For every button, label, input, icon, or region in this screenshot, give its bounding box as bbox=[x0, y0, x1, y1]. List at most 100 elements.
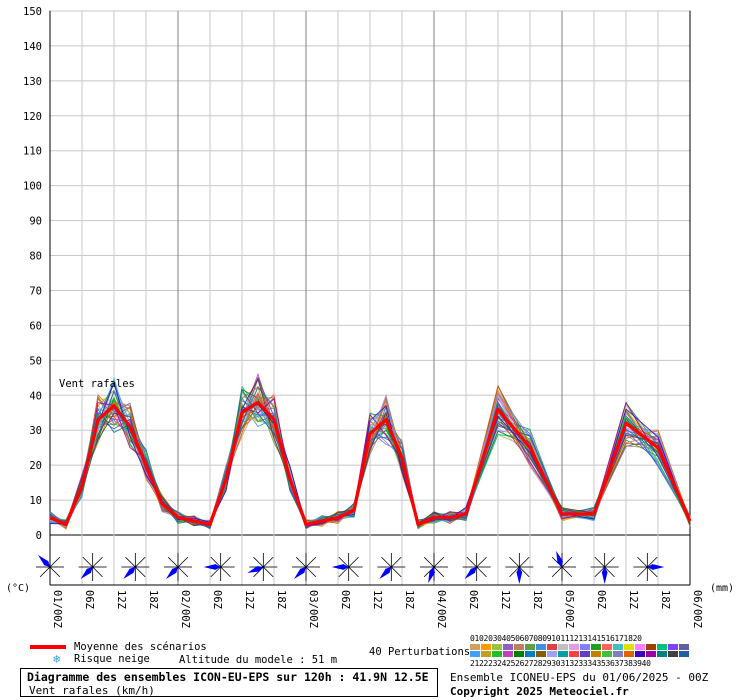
mean-series-line bbox=[49, 400, 692, 527]
member-swatch bbox=[558, 644, 568, 650]
wind-rose bbox=[331, 553, 363, 581]
y-tick-label: 20 bbox=[29, 460, 42, 472]
member-swatch bbox=[580, 644, 590, 650]
member-swatch bbox=[536, 651, 546, 657]
chart-subtitle: Vent rafales (km/h) bbox=[29, 684, 155, 697]
x-tick-label: 12Z bbox=[243, 590, 255, 609]
wind-rose bbox=[462, 553, 491, 581]
y-tick-label: 10 bbox=[29, 495, 42, 507]
wind-flag bbox=[428, 567, 435, 583]
member-swatch bbox=[646, 644, 656, 650]
wind-rose bbox=[505, 553, 534, 584]
member-swatch bbox=[613, 644, 623, 650]
y-tick-label: 0 bbox=[36, 530, 42, 542]
member-swatch bbox=[481, 651, 491, 657]
member-swatch bbox=[525, 644, 535, 650]
chart-grid bbox=[49, 10, 691, 586]
member-swatch bbox=[547, 644, 557, 650]
member-swatch bbox=[514, 651, 524, 657]
y-tick-label: 100 bbox=[23, 181, 42, 193]
member-swatch bbox=[536, 644, 546, 650]
copyright: Copyright 2025 Meteociel.fr bbox=[450, 685, 629, 698]
x-tick-label: 12Z bbox=[627, 590, 639, 609]
y-tick-label: 110 bbox=[23, 146, 42, 158]
member-swatch bbox=[635, 651, 645, 657]
member-swatch bbox=[591, 644, 601, 650]
x-tick-label: 12Z bbox=[371, 590, 383, 609]
x-tick-label: 18Z bbox=[403, 590, 415, 609]
member-swatch bbox=[646, 651, 656, 657]
x-tick-label: 18Z bbox=[275, 590, 287, 609]
wind-rose bbox=[121, 553, 150, 581]
x-tick-label: 04/00Z bbox=[435, 590, 447, 628]
altitude-label: Altitude du modele : 51 m bbox=[179, 654, 338, 666]
run-info: Ensemble ICONEU-EPS du 01/06/2025 - 00Z bbox=[450, 671, 709, 684]
wind-flag bbox=[203, 564, 221, 570]
member-swatch bbox=[613, 651, 623, 657]
snow-legend-label: Risque neige bbox=[74, 653, 150, 665]
y-label-right: (mm) bbox=[710, 583, 734, 594]
chart-annotation: Vent rafales bbox=[59, 378, 135, 390]
member-swatch bbox=[503, 644, 513, 650]
x-tick-label: 18Z bbox=[659, 590, 671, 609]
wind-flag bbox=[80, 567, 93, 580]
member-numbers-bottom: 2122232425262728293031323334353637383940 bbox=[470, 659, 651, 668]
wind-rose bbox=[164, 553, 192, 581]
x-tick-label: 02/00Z bbox=[179, 590, 191, 628]
wind-rose bbox=[247, 553, 278, 581]
member-swatch bbox=[668, 651, 678, 657]
x-tick-label: 18Z bbox=[531, 590, 543, 609]
y-tick-label: 150 bbox=[23, 6, 42, 18]
member-swatch bbox=[503, 651, 513, 657]
x-tick-label: 06Z bbox=[467, 590, 479, 609]
y-tick-label: 40 bbox=[29, 390, 42, 402]
member-swatch bbox=[470, 651, 480, 657]
mean-series bbox=[49, 400, 692, 527]
y-tick-label: 130 bbox=[23, 76, 42, 88]
x-tick-label: 06Z bbox=[339, 590, 351, 609]
member-swatch bbox=[547, 651, 557, 657]
member-swatch bbox=[679, 644, 689, 650]
snowflake-icon: ❄ bbox=[53, 652, 61, 666]
member-swatch bbox=[514, 644, 524, 650]
member-color-swatches bbox=[470, 644, 689, 657]
member-swatch bbox=[624, 651, 634, 657]
y-tick-label: 90 bbox=[29, 216, 42, 228]
member-numbers-top: 01020304050607080910111213141516171820 bbox=[470, 634, 642, 643]
x-tick-label: 06Z bbox=[595, 590, 607, 609]
wind-rose bbox=[203, 553, 235, 581]
member-swatch bbox=[525, 651, 535, 657]
member-swatch bbox=[602, 644, 612, 650]
member-swatch bbox=[492, 644, 502, 650]
member-series-line bbox=[49, 392, 691, 528]
y-label-left: (°C) bbox=[6, 583, 30, 594]
member-swatch bbox=[602, 651, 612, 657]
member-swatch bbox=[492, 651, 502, 657]
x-tick-label: 18Z bbox=[147, 590, 159, 609]
x-tick-label: 12Z bbox=[499, 590, 511, 609]
x-tick-label: 06Z bbox=[211, 590, 223, 609]
x-tick-label: 01/00Z bbox=[51, 590, 63, 628]
wind-rose bbox=[420, 553, 448, 583]
member-swatch bbox=[657, 644, 667, 650]
mean-legend-swatch bbox=[30, 645, 66, 649]
y-tick-label: 140 bbox=[23, 41, 42, 53]
wind-rose bbox=[36, 553, 64, 581]
x-tick-label: 03/00Z bbox=[307, 590, 319, 628]
member-swatch bbox=[635, 644, 645, 650]
y-tick-label: 50 bbox=[29, 355, 42, 367]
member-swatch bbox=[569, 651, 579, 657]
wind-flag bbox=[293, 567, 306, 580]
wind-rose bbox=[377, 553, 406, 581]
wind-rose bbox=[548, 551, 576, 581]
member-swatch bbox=[657, 651, 667, 657]
wind-flag bbox=[331, 564, 349, 570]
y-tick-label: 30 bbox=[29, 425, 42, 437]
member-swatch bbox=[470, 644, 480, 650]
wind-flag bbox=[556, 551, 563, 567]
x-axis-ticks: 01/00Z 06Z 12Z 18Z 02/00Z 06Z 12Z 18Z 03/00Z 06Z 1… bbox=[51, 590, 703, 628]
wind-flag bbox=[247, 566, 264, 573]
x-tick-label: 12Z bbox=[115, 590, 127, 609]
wind-roses bbox=[36, 551, 665, 584]
